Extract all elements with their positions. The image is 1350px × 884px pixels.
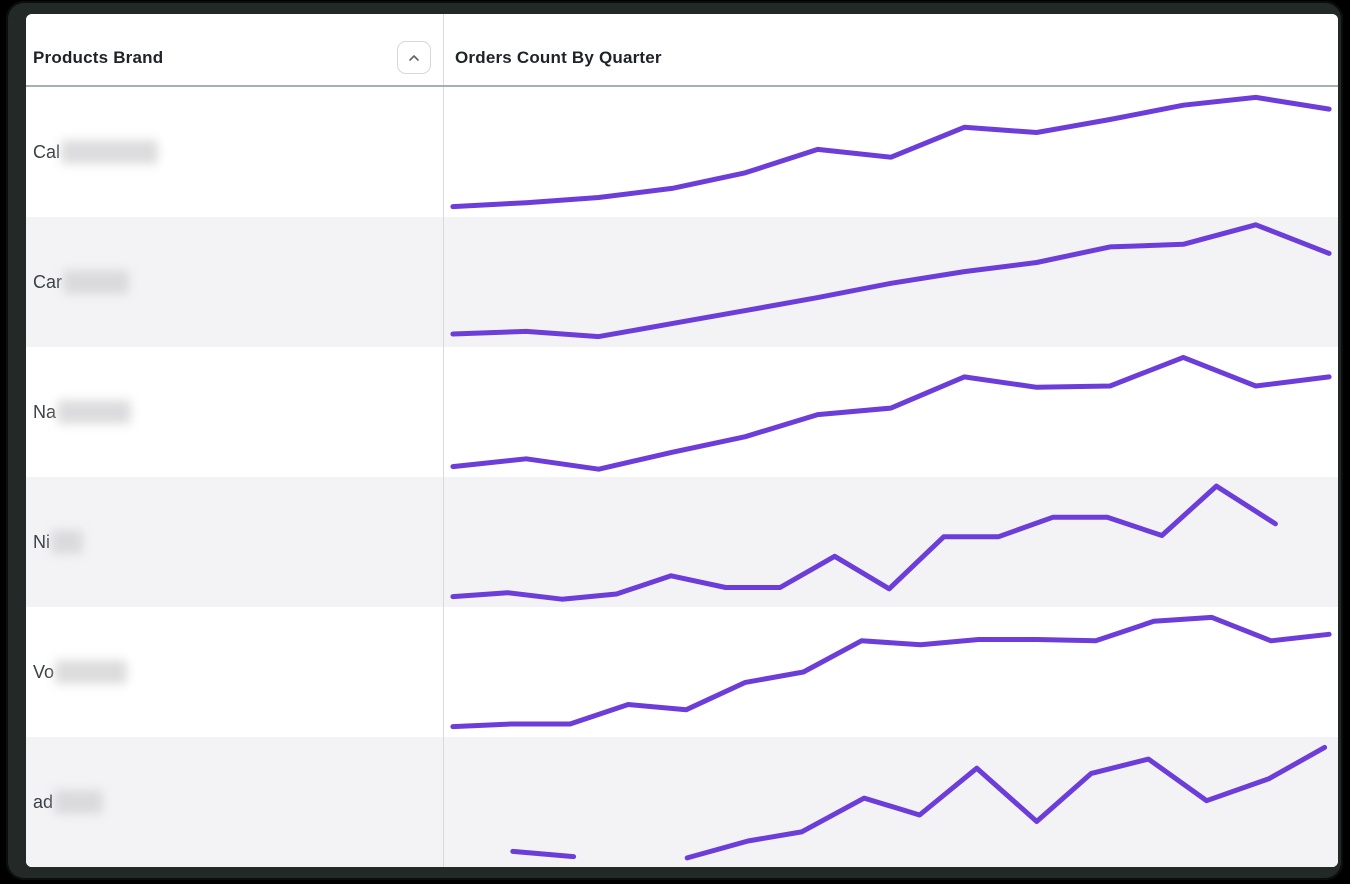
brand-redacted-blur (63, 270, 130, 294)
brand-cell: Car (26, 217, 444, 347)
brand-redacted-blur (51, 530, 83, 554)
brand-name: Cal (33, 141, 61, 162)
table-row[interactable]: Na (26, 347, 1338, 477)
brand-name: ad (33, 791, 54, 812)
sparkline-chart (450, 94, 1332, 210)
brand-cell: Vo (26, 607, 444, 737)
sort-button[interactable] (397, 41, 431, 74)
window-frame: Products Brand Orders Count By Quarter C… (6, 1, 1343, 880)
brand-cell: ad (26, 737, 444, 867)
sparkline-chart (450, 222, 1332, 340)
brand-redacted-blur (54, 790, 104, 814)
brand-cell: Cal (26, 87, 444, 217)
sparkline-cell (444, 477, 1338, 607)
sparkline-chart (450, 483, 1278, 602)
sparkline-chart (450, 354, 1332, 472)
sparkline-cell (444, 87, 1338, 217)
products-brand-header-label: Products Brand (33, 47, 164, 67)
sparkline-cell (444, 737, 1338, 867)
brand-redacted-blur (61, 140, 159, 164)
table-row[interactable]: Ni (26, 477, 1338, 607)
column-header-orders-count: Orders Count By Quarter (444, 14, 1338, 85)
table-row[interactable]: Car (26, 217, 1338, 347)
report-table-widget: Products Brand Orders Count By Quarter C… (26, 14, 1338, 867)
table-body: Cal Car Na Ni (26, 87, 1338, 867)
table-header: Products Brand Orders Count By Quarter (26, 14, 1338, 87)
table-row[interactable]: Vo (26, 607, 1338, 737)
brand-cell: Na (26, 347, 444, 477)
brand-cell: Ni (26, 477, 444, 607)
orders-count-header-label: Orders Count By Quarter (455, 47, 662, 67)
column-header-products-brand[interactable]: Products Brand (26, 14, 444, 85)
sparkline-chart (510, 744, 1328, 861)
brand-name: Vo (33, 661, 55, 682)
table-row[interactable]: ad (26, 737, 1338, 867)
brand-redacted-blur (55, 660, 128, 684)
sparkline-cell (444, 347, 1338, 477)
brand-name: Ni (33, 531, 50, 552)
sparkline-cell (444, 217, 1338, 347)
sparkline-chart (450, 614, 1332, 730)
brand-name: Na (33, 401, 57, 422)
brand-name: Car (33, 271, 63, 292)
table-row[interactable]: Cal (26, 87, 1338, 217)
sparkline-cell (444, 607, 1338, 737)
chevron-up-icon (409, 54, 419, 61)
brand-redacted-blur (57, 400, 132, 424)
